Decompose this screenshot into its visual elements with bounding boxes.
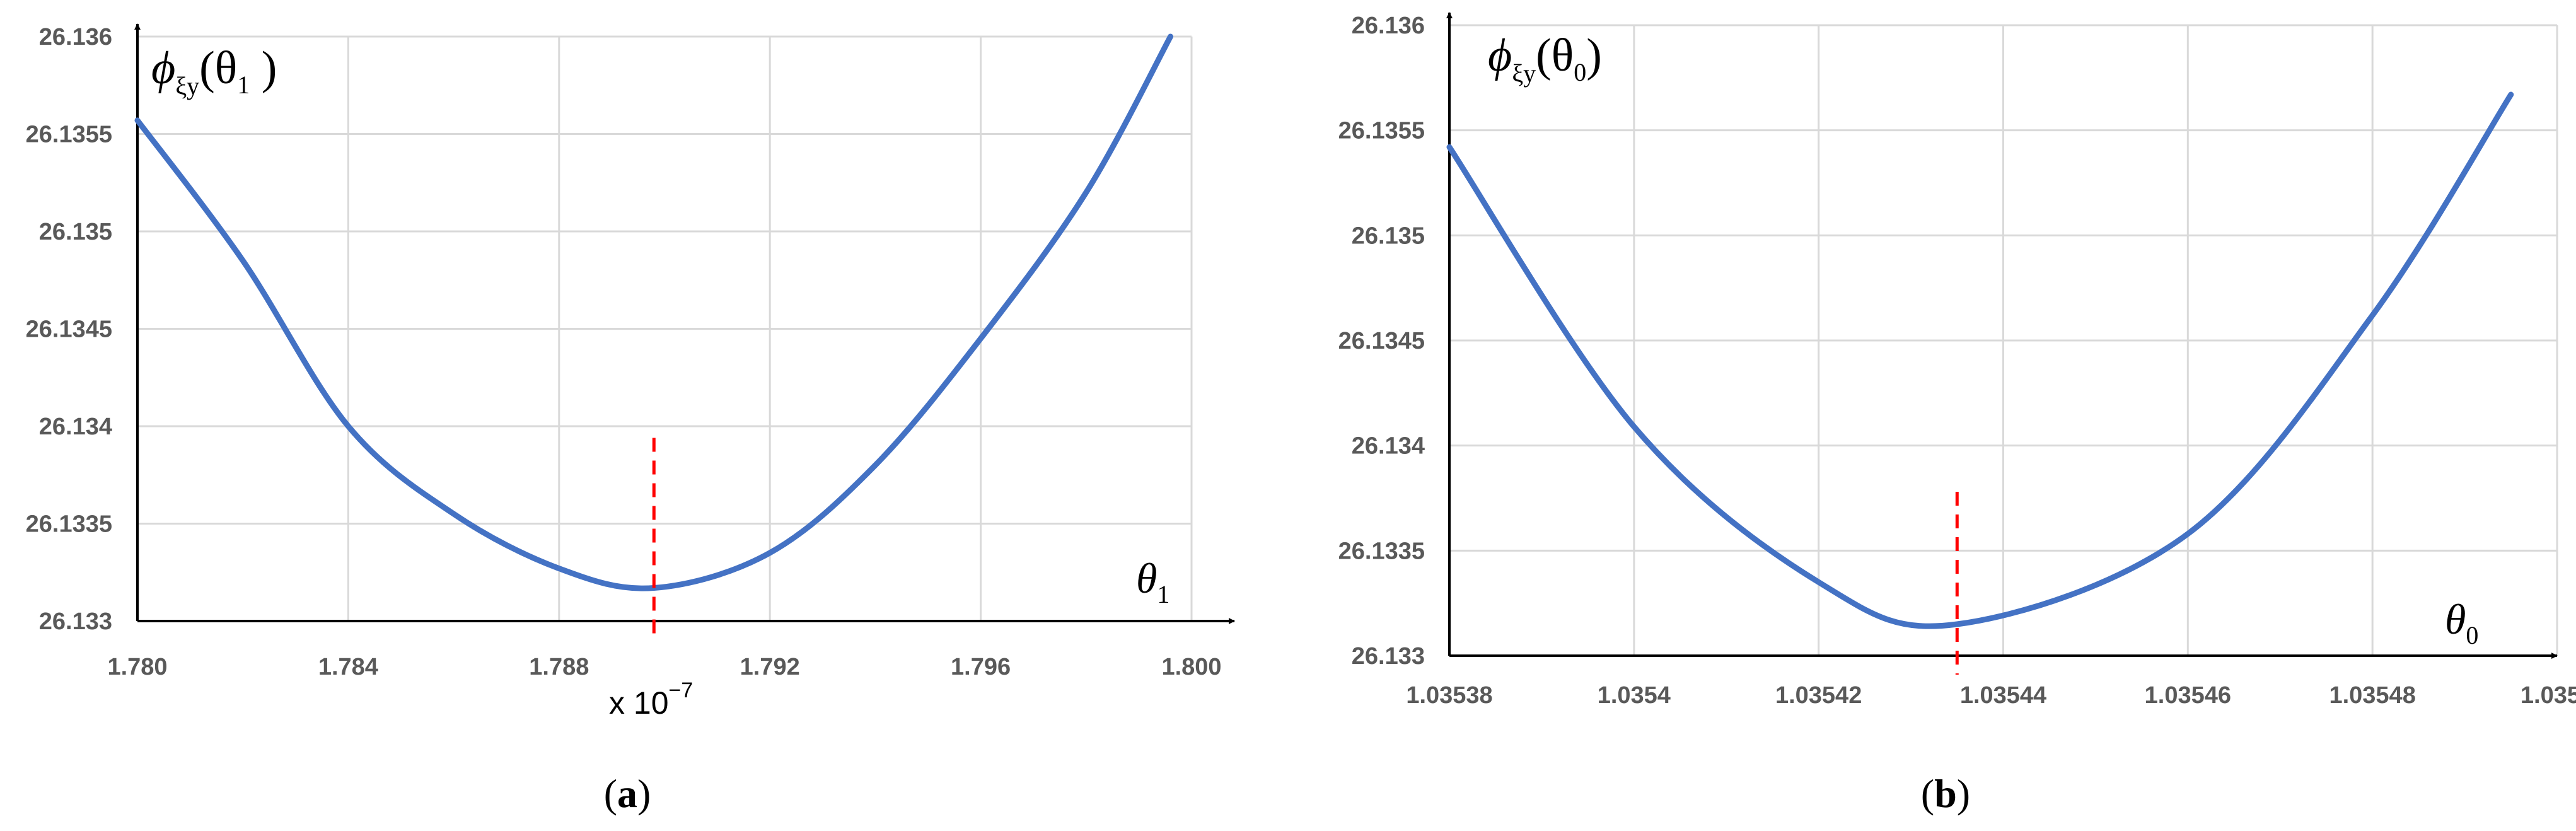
x-tick-label: 1.796 <box>951 654 1011 680</box>
y-tick-label: 26.134 <box>39 414 112 440</box>
axes <box>134 23 1235 624</box>
x-tick-label: 1.03542 <box>1775 682 1862 709</box>
x-tick-label: 1.800 <box>1161 654 1221 680</box>
x-tick-labels: 1.03538 1.0354 1.03542 1.03544 1.03546 1.0354… <box>1406 682 2576 709</box>
x-multiplier-label: x 10−7 <box>609 678 693 721</box>
gridlines <box>1448 24 2558 657</box>
y-tick-label: 26.136 <box>1352 13 1425 39</box>
y-tick-label: 26.1335 <box>26 511 112 538</box>
chart-panel-b: 26.133 26.1335 26.134 26.1345 26.135 26.1355 2… <box>1338 12 2576 816</box>
y-tick-label: 26.136 <box>39 24 112 50</box>
x-tick-label: 1.788 <box>529 654 589 680</box>
y-tick-label: 26.133 <box>1352 643 1425 670</box>
x-axis-title: θ0 <box>2445 595 2478 649</box>
x-axis-title: θ1 <box>1136 554 1169 608</box>
series-line <box>1446 91 2514 629</box>
panel-caption-b: (b) <box>1921 771 1970 816</box>
axes <box>1446 12 2558 659</box>
y-tick-labels: 26.133 26.1335 26.134 26.1345 26.135 26.1355 2… <box>26 24 112 635</box>
y-tick-label: 26.133 <box>39 608 112 635</box>
x-tick-label: 1.784 <box>318 654 378 680</box>
x-tick-label: 1.780 <box>107 654 167 680</box>
panel-caption-a: (a) <box>604 771 651 816</box>
x-tick-label: 1.792 <box>740 654 800 680</box>
y-tick-label: 26.134 <box>1352 433 1425 460</box>
y-axis-title: ϕξy(θ0) <box>1488 30 1602 88</box>
y-tick-label: 26.1335 <box>1338 538 1425 564</box>
y-tick-label: 26.1345 <box>26 317 112 343</box>
x-tick-label: 1.03548 <box>2329 682 2415 709</box>
x-tick-label: 1.03544 <box>1960 682 2046 709</box>
y-tick-label: 26.1355 <box>26 122 112 148</box>
y-tick-labels: 26.133 26.1335 26.134 26.1345 26.135 26.1355 2… <box>1338 13 1425 670</box>
x-tick-label: 1.0354 <box>1598 682 1671 709</box>
y-tick-label: 26.135 <box>39 219 112 245</box>
y-tick-label: 26.1355 <box>1338 118 1425 144</box>
y-axis-title: ϕξy(θ1 ) <box>151 42 277 100</box>
x-tick-labels: 1.780 1.784 1.788 1.792 1.796 1.800 <box>107 654 1221 680</box>
gridlines <box>136 35 1193 622</box>
x-tick-label: 1.03546 <box>2145 682 2231 709</box>
y-tick-label: 26.1345 <box>1338 328 1425 354</box>
series-line <box>134 33 1174 591</box>
x-tick-label: 1.0355 <box>2521 682 2576 709</box>
x-tick-label: 1.03538 <box>1406 682 1492 709</box>
y-tick-label: 26.135 <box>1352 223 1425 249</box>
chart-panel-a: 26.133 26.1335 26.134 26.1345 26.135 26.1355 2… <box>26 23 1235 816</box>
